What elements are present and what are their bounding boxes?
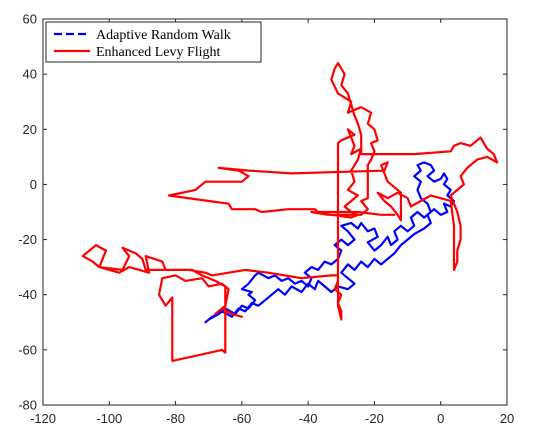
- legend-box: [45, 21, 262, 63]
- y-tick-label: 0: [30, 177, 37, 192]
- y-tick-label: 40: [23, 67, 37, 82]
- legend-entry-1: Adaptive Random Walk: [96, 28, 231, 43]
- axes-box: [42, 18, 508, 406]
- y-tick-label: 20: [23, 122, 37, 137]
- y-axis: -80 -60 -40 -20 0 20 40 60: [18, 12, 507, 413]
- plot-lines: [81, 61, 499, 362]
- legend: Adaptive Random Walk Enhanced Levy Flight: [45, 21, 262, 63]
- x-tick-label: -80: [166, 411, 185, 426]
- y-tick-label: -20: [18, 232, 37, 247]
- x-tick-label: -20: [365, 411, 384, 426]
- y-tick-label: 60: [23, 12, 37, 27]
- legend-entry-2: Enhanced Levy Flight: [96, 45, 221, 60]
- x-tick-label: 0: [437, 411, 444, 426]
- x-tick-label: -100: [96, 411, 122, 426]
- series-line-2: [81, 61, 499, 362]
- series-line-1: [204, 161, 456, 324]
- x-tick-label: -40: [299, 411, 318, 426]
- y-tick-label: -60: [18, 342, 37, 357]
- y-tick-label: -40: [18, 287, 37, 302]
- x-axis: -120 -100 -80 -60 -40 -20 0 20: [30, 19, 514, 426]
- x-tick-label: -60: [232, 411, 251, 426]
- y-tick-label: -80: [18, 398, 37, 413]
- x-tick-label: -120: [30, 411, 56, 426]
- x-tick-label: 20: [500, 411, 514, 426]
